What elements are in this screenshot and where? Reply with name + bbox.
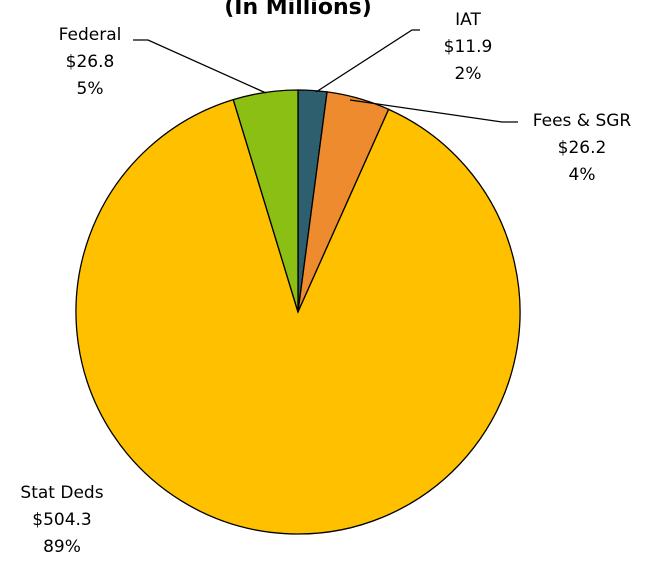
- category-label: Federal: [59, 25, 122, 45]
- category-label: Stat Deds: [20, 483, 103, 503]
- value-label: $26.8: [66, 52, 115, 72]
- percent-label: 5%: [77, 79, 104, 99]
- leader-line: [349, 99, 518, 123]
- leader-line: [133, 39, 267, 94]
- percent-label: 4%: [569, 165, 596, 185]
- chart-title: (In Millions): [224, 0, 372, 20]
- value-label: $11.9: [444, 37, 493, 57]
- percent-label: 2%: [455, 64, 482, 84]
- pie: [75, 89, 521, 535]
- leader-line: [315, 29, 420, 93]
- value-label: $504.3: [32, 510, 91, 530]
- pie-slice: [75, 98, 521, 535]
- percent-label: 89%: [43, 537, 81, 557]
- category-label: Fees & SGR: [533, 111, 632, 131]
- category-label: IAT: [455, 10, 481, 30]
- value-label: $26.2: [558, 138, 607, 158]
